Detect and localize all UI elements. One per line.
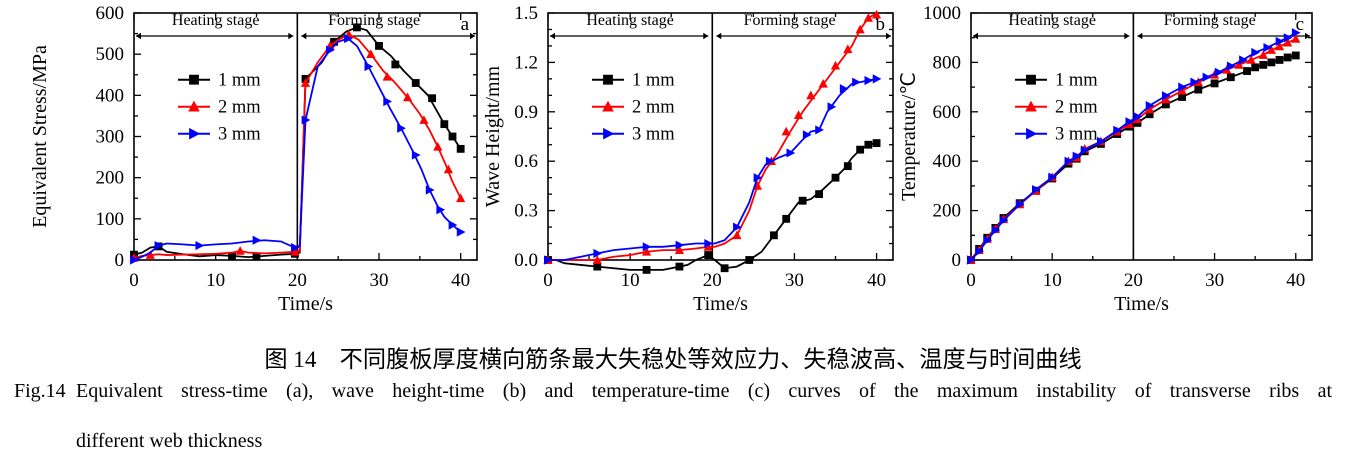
- svg-text:600: 600: [96, 3, 125, 24]
- svg-text:1 mm: 1 mm: [218, 71, 261, 91]
- svg-text:40: 40: [1286, 270, 1305, 291]
- svg-text:2 mm: 2 mm: [632, 98, 675, 118]
- svg-text:3 mm: 3 mm: [1055, 125, 1098, 145]
- svg-text:100: 100: [96, 209, 125, 230]
- svg-text:0.3: 0.3: [514, 201, 538, 222]
- svg-text:Forming stage: Forming stage: [744, 12, 836, 29]
- svg-text:0: 0: [115, 250, 125, 271]
- svg-text:10: 10: [206, 270, 225, 291]
- svg-text:0: 0: [966, 270, 976, 291]
- svg-text:Forming stage: Forming stage: [1164, 12, 1256, 29]
- svg-text:Heating stage: Heating stage: [586, 12, 674, 29]
- svg-text:Time/s: Time/s: [278, 293, 333, 315]
- svg-text:Forming stage: Forming stage: [328, 12, 420, 29]
- svg-text:1 mm: 1 mm: [632, 71, 675, 91]
- svg-text:1.2: 1.2: [514, 52, 538, 73]
- svg-text:1 mm: 1 mm: [1055, 71, 1098, 91]
- svg-text:40: 40: [451, 270, 470, 291]
- svg-text:3 mm: 3 mm: [632, 125, 675, 145]
- svg-text:10: 10: [621, 270, 640, 291]
- svg-text:Wave Height/mm: Wave Height/mm: [482, 65, 504, 207]
- svg-text:Temperature/℃: Temperature/℃: [898, 72, 920, 201]
- svg-text:20: 20: [288, 270, 307, 291]
- svg-text:300: 300: [96, 127, 125, 148]
- svg-text:30: 30: [370, 270, 389, 291]
- svg-text:500: 500: [96, 44, 125, 65]
- svg-text:Time/s: Time/s: [1114, 293, 1169, 315]
- svg-text:20: 20: [1124, 270, 1143, 291]
- svg-text:20: 20: [703, 270, 722, 291]
- svg-text:0: 0: [952, 250, 962, 271]
- svg-text:1.5: 1.5: [514, 3, 538, 24]
- svg-text:200: 200: [96, 168, 125, 189]
- svg-text:0.0: 0.0: [514, 250, 538, 271]
- svg-text:a: a: [461, 14, 470, 35]
- svg-text:Heating stage: Heating stage: [172, 12, 260, 29]
- svg-text:Time/s: Time/s: [693, 293, 748, 315]
- svg-text:0: 0: [543, 270, 553, 291]
- svg-text:30: 30: [1205, 270, 1224, 291]
- svg-text:1000: 1000: [923, 3, 961, 24]
- svg-text:0.9: 0.9: [514, 102, 538, 123]
- svg-text:400: 400: [933, 151, 962, 172]
- svg-text:40: 40: [867, 270, 886, 291]
- svg-text:3 mm: 3 mm: [218, 125, 261, 145]
- svg-text:800: 800: [933, 52, 962, 73]
- svg-text:0.6: 0.6: [514, 151, 538, 172]
- svg-text:0: 0: [129, 270, 139, 291]
- svg-text:10: 10: [1043, 270, 1062, 291]
- svg-text:30: 30: [785, 270, 804, 291]
- svg-text:400: 400: [96, 85, 125, 106]
- svg-text:2 mm: 2 mm: [218, 98, 261, 118]
- svg-text:600: 600: [933, 102, 962, 123]
- svg-text:Equivalent Stress/MPa: Equivalent Stress/MPa: [29, 45, 51, 228]
- svg-text:Heating stage: Heating stage: [1008, 12, 1096, 29]
- svg-text:2 mm: 2 mm: [1055, 98, 1098, 118]
- svg-text:200: 200: [933, 201, 962, 222]
